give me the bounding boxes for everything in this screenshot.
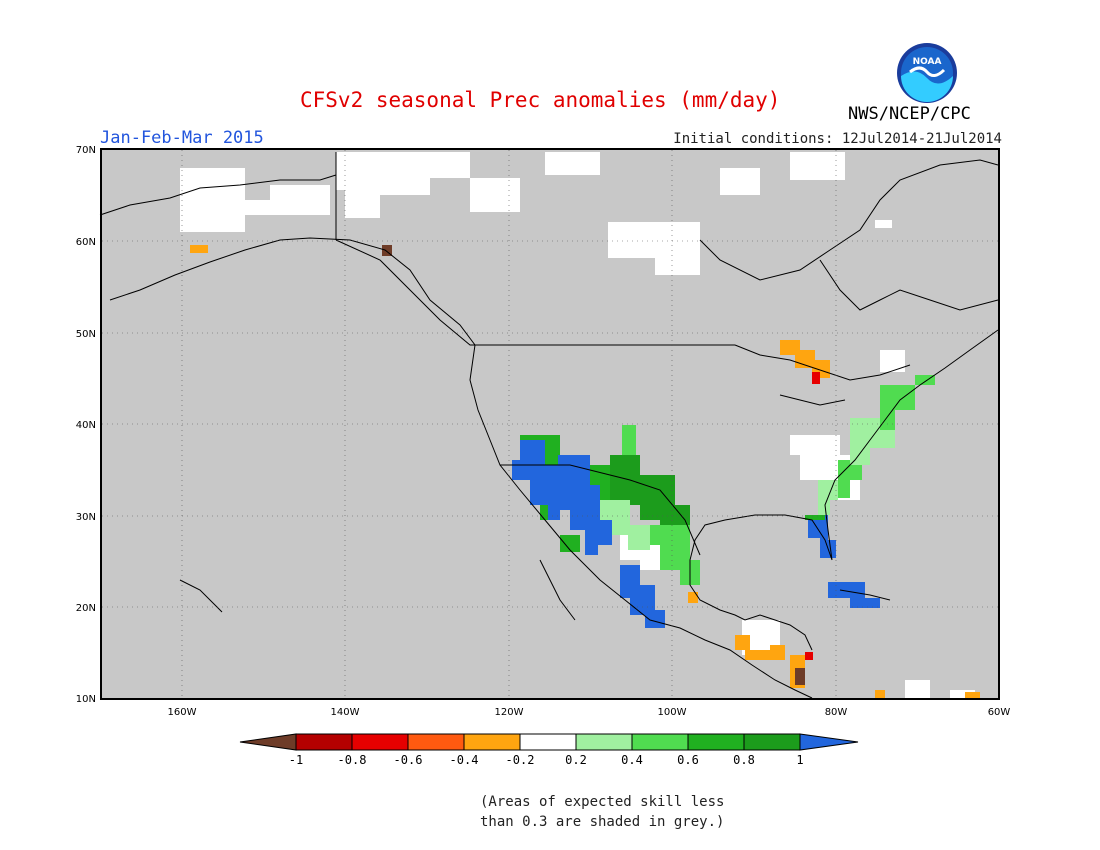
forecast-period: Jan-Feb-Mar 2015 [100,128,264,148]
initial-conditions: Initial conditions: 12Jul2014-21Jul2014 [673,131,1002,147]
lon-label: 140W [331,707,360,718]
colorbar-labels: -1 -0.8 -0.6 -0.4 -0.2 0.2 0.4 0.6 0.8 1 [289,753,804,767]
map-frame [100,148,1000,700]
lon-label: 60W [988,707,1011,718]
coastlines [99,152,999,699]
colorbar-segment [407,733,465,751]
wet-anomalies [512,375,935,628]
longitude-labels: 160W 140W 120W 100W 80W 60W [168,707,1011,718]
colorbar-arrow-right [799,733,859,751]
colorbar-segment [743,733,801,751]
colorbar-arrow-left [239,733,297,751]
lon-label: 100W [658,707,687,718]
colorbar-segment [351,733,409,751]
colorbar-label: -0.6 [394,753,423,767]
colorbar [239,733,859,751]
colorbar-label: 0.4 [621,753,643,767]
lat-label: 30N [76,512,96,523]
lat-label: 40N [76,420,96,431]
lon-label: 160W [168,707,197,718]
colorbar-label: -0.4 [450,753,479,767]
skill-note: (Areas of expected skill less than 0.3 a… [480,792,724,832]
colorbar-label: 0.2 [565,753,587,767]
dry-anomalies [190,245,980,698]
colorbar-segment [631,733,689,751]
skill-note-line2: than 0.3 are shaded in grey.) [480,814,725,830]
noaa-logo-icon: NOAA [897,43,957,103]
colorbar-label: -1 [289,753,303,767]
map-title: CFSv2 seasonal Prec anomalies (mm/day) [300,88,781,112]
lat-label: 50N [76,329,96,340]
lon-label: 120W [495,707,524,718]
agency-label: NWS/NCEP/CPC [848,104,971,124]
colorbar-segment [463,733,521,751]
latitude-labels: 70N 60N 50N 40N 30N 20N 10N [76,145,96,705]
lat-label: 20N [76,603,96,614]
lon-label: 80W [825,707,848,718]
colorbar-label: 0.6 [677,753,699,767]
colorbar-segment [295,733,353,751]
colorbar-segment [575,733,633,751]
map-background [101,149,999,699]
colorbar-label: -0.8 [338,753,367,767]
colorbar-label: 1 [796,753,803,767]
logo-text: NOAA [913,57,942,67]
colorbar-label: -0.2 [506,753,535,767]
skill-note-line1: (Areas of expected skill less [480,794,725,810]
colorbar-segment [687,733,745,751]
lat-label: 70N [76,145,96,156]
colorbar-label: 0.8 [733,753,755,767]
lat-label: 10N [76,694,96,705]
lat-label: 60N [76,237,96,248]
colorbar-segment [519,733,577,751]
